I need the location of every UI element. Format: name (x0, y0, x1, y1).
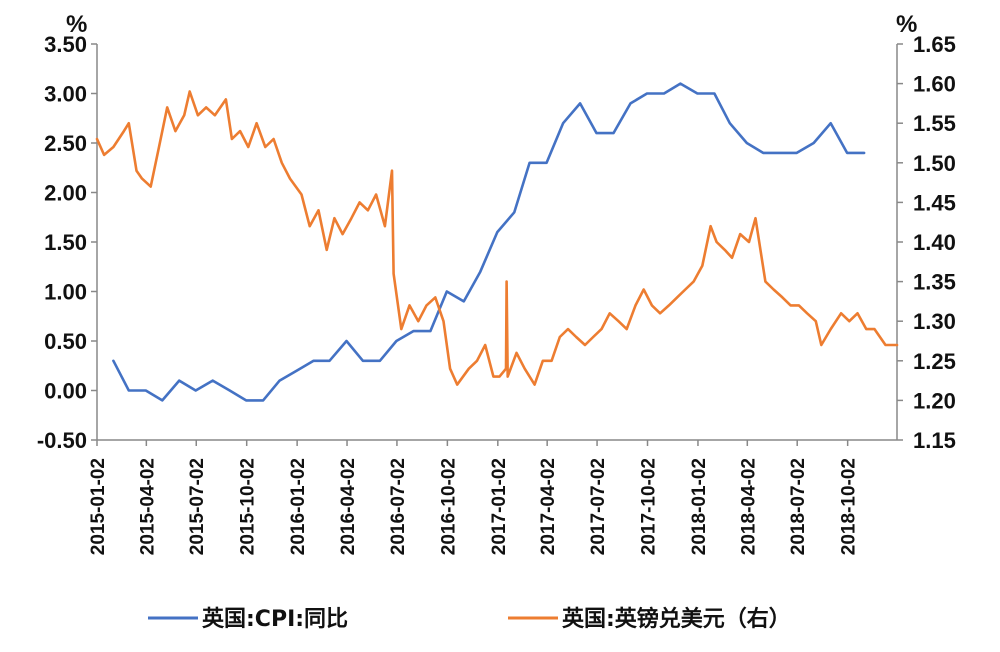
right-axis-unit: % (896, 11, 917, 38)
x-tick-label: 2018-04-02 (738, 458, 759, 555)
legend: 英国:CPI:同比 英国:英镑兑美元（右） (148, 606, 791, 632)
x-tick-label: 2016-10-02 (438, 458, 459, 555)
right-tick-label: 1.40 (913, 230, 956, 255)
x-tick-label: 2017-04-02 (538, 458, 559, 555)
left-tick-label: 2.00 (44, 181, 87, 206)
x-tick-label: 2016-01-02 (288, 458, 309, 555)
series-line-gbpusd (95, 90, 899, 386)
left-tick-label: 0.50 (44, 329, 87, 354)
right-tick-label: 1.65 (913, 32, 956, 57)
x-tick-label: 2018-10-02 (839, 458, 860, 555)
right-tick-label: 1.55 (913, 111, 956, 136)
x-tick-label: 2015-10-02 (238, 458, 259, 555)
legend-label-gbpusd: 英国:英镑兑美元（右） (562, 606, 791, 632)
left-tick-label: 3.50 (44, 32, 87, 57)
axes: % % (66, 11, 917, 441)
left-tick-label: 1.50 (44, 230, 87, 255)
left-tick-label: 3.00 (44, 82, 87, 107)
x-tick-label: 2018-07-02 (788, 458, 809, 555)
left-axis-unit: % (66, 11, 87, 38)
left-tick-label: 0.00 (44, 379, 87, 404)
right-tick-label: 1.20 (913, 388, 956, 413)
x-tick-label: 2017-10-02 (639, 458, 660, 555)
left-tick-label: -0.50 (37, 428, 87, 453)
left-axis-ticks: 3.50 3.00 2.50 2.00 1.50 1.00 0.50 0.00 -0.50 (37, 32, 97, 453)
right-tick-label: 1.60 (913, 72, 956, 97)
x-tick-label: 2016-07-02 (388, 458, 409, 555)
series-line-cpi (112, 82, 866, 402)
x-tick-label: 2016-04-02 (338, 458, 359, 555)
x-tick-label: 2015-07-02 (187, 458, 208, 555)
right-tick-label: 1.35 (913, 270, 956, 295)
x-tick-label: 2018-01-02 (689, 458, 710, 555)
right-tick-label: 1.45 (913, 190, 956, 215)
x-tick-label: 2015-01-02 (88, 458, 109, 555)
right-tick-label: 1.50 (913, 151, 956, 176)
right-tick-label: 1.30 (913, 309, 956, 334)
left-tick-label: 2.50 (44, 131, 87, 156)
legend-label-cpi: 英国:CPI:同比 (202, 607, 348, 632)
x-tick-label: 2017-07-02 (588, 458, 609, 555)
series-lines (95, 82, 899, 402)
x-axis-ticks: 2015-01-02 2015-04-02 2015-07-02 2015-10-02… (88, 440, 860, 555)
right-tick-label: 1.25 (913, 349, 956, 374)
left-tick-label: 1.00 (44, 280, 87, 305)
right-tick-label: 1.15 (913, 428, 956, 453)
right-axis-ticks: 1.65 1.60 1.55 1.50 1.45 1.40 1.35 1.30 1.25 1.20… (897, 32, 956, 453)
x-tick-label: 2015-04-02 (137, 458, 158, 555)
x-tick-label: 2017-01-02 (489, 458, 510, 555)
